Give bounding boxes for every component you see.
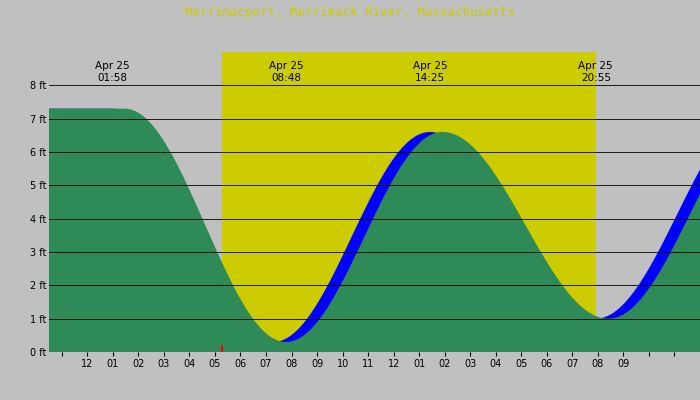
Text: Apr 25
01:58: Apr 25 01:58 bbox=[94, 61, 130, 83]
Text: Apr 25
20:55: Apr 25 20:55 bbox=[578, 61, 613, 83]
Bar bbox=[222, 52, 596, 352]
Text: Apr 25
14:25: Apr 25 14:25 bbox=[412, 61, 447, 83]
Text: Merrimacport, Merrimack River, Massachusetts: Merrimacport, Merrimack River, Massachus… bbox=[185, 6, 515, 19]
Bar bbox=[49, 52, 222, 352]
Polygon shape bbox=[49, 109, 700, 352]
Polygon shape bbox=[49, 109, 700, 352]
Bar bbox=[596, 52, 700, 352]
Text: Apr 25
08:48: Apr 25 08:48 bbox=[269, 61, 304, 83]
